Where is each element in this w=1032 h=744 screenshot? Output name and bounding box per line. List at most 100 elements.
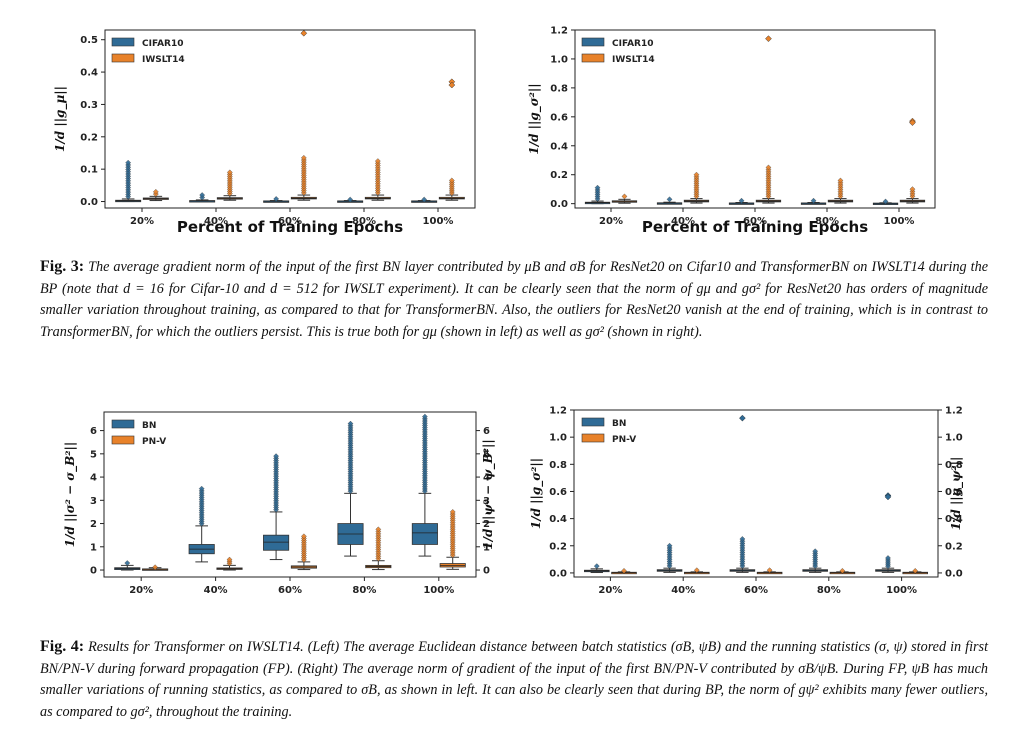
fig4-caption-text: Results for Transformer on IWSLT14. (Lef… (40, 639, 989, 720)
x-tick-label: 40% (671, 585, 695, 596)
outlier-point-extreme (765, 35, 772, 43)
outlier-point (885, 555, 891, 561)
outlier-point (300, 154, 307, 161)
outlier-point (912, 568, 919, 574)
outlier-point (766, 567, 773, 574)
x-tick-label: 60% (278, 585, 302, 596)
outlier-point-extreme (909, 119, 916, 126)
box-body (411, 523, 438, 545)
x-tick-label: 80% (815, 216, 839, 227)
box-bn-40pct (656, 542, 683, 573)
outlier-point (152, 564, 158, 571)
y-tick-label-right: 0.2 (945, 541, 963, 552)
y-tick-label: 0.2 (549, 541, 567, 552)
y-tick-label: 0.0 (550, 199, 568, 210)
box-iwslt14-40pct (216, 169, 243, 201)
y-tick-label: 1.2 (550, 26, 568, 37)
x-tick-label: 20% (130, 216, 154, 227)
y-tick-label-right: 1 (483, 542, 490, 553)
outlier-point (198, 485, 205, 492)
box-cifar10-80pct (800, 197, 827, 205)
outlier-point (666, 542, 673, 549)
y-tick-label-right: 2 (483, 519, 490, 530)
x-axis-label: Percent of Training Epochs (177, 218, 403, 236)
outlier-point (273, 196, 280, 202)
box-bn-100pct (875, 492, 901, 573)
x-tick-label: 20% (599, 216, 623, 227)
box-cifar10-60pct (728, 197, 755, 205)
outlier-point (226, 556, 233, 563)
box-cifar10-40pct (656, 196, 683, 205)
outlier-point-extreme (884, 493, 892, 501)
outlier-point (621, 568, 627, 574)
outlier-point (693, 567, 700, 574)
box-cifar10-20pct (584, 184, 611, 205)
y-tick-label: 0.8 (550, 83, 568, 94)
x-tick-label: 100% (884, 216, 915, 227)
x-tick-label: 60% (743, 216, 767, 227)
outlier-point (124, 560, 131, 566)
legend-swatch-bn (581, 417, 605, 427)
outlier-point (199, 192, 206, 198)
fig3-label: Fig. 3: (40, 258, 85, 275)
outlier-point (812, 548, 819, 555)
y-tick-label: 0.8 (549, 460, 567, 471)
box-iwslt14-20pct (611, 193, 638, 204)
x-tick-label: 100% (886, 585, 917, 596)
fig4-right-chart: 0.0 0.0 0.2 0.2 0.4 0.4 0.6 0.6 0.8 0.8 1.0 1.0 1.2 1… (510, 400, 980, 610)
outlier-point (152, 188, 159, 195)
box-pn-v-100pct (902, 568, 928, 575)
y-tick-label-right: 0 (483, 566, 490, 577)
box-bn-100pct (411, 413, 438, 557)
legend-label-cifar10: CIFAR10 (612, 39, 654, 49)
box-iwslt14-80pct (827, 177, 854, 204)
y-tick-label-right: 4 (483, 473, 490, 484)
fig4-caption: Fig. 4: Results for Transformer on IWSLT… (40, 636, 988, 723)
outlier-point (594, 184, 601, 191)
x-tick-label: 80% (817, 585, 841, 596)
fig3-left-chart: 0.0 0.1 0.2 0.3 0.4 0.5 20% 40% 60% 80% 100% CIFAR1… (40, 18, 480, 238)
outlier-point-extreme (448, 81, 456, 89)
y-tick-label-right: 1.2 (945, 406, 963, 417)
outlier-point (739, 536, 746, 542)
y-tick-label: 6 (90, 426, 97, 437)
box-pn-v-60pct (756, 567, 783, 575)
y-tick-label: 0.4 (80, 68, 98, 79)
y-tick-label: 1.0 (550, 54, 568, 65)
y-tick-label: 0.1 (80, 165, 98, 176)
y-tick-label: 2 (90, 519, 97, 530)
x-tick-label: 20% (598, 585, 622, 596)
outlier-point (693, 171, 700, 178)
box-cifar10-80pct (337, 196, 364, 203)
y-tick-label: 0 (90, 566, 97, 577)
fig4-left-svg: 0 0 1 1 2 2 3 3 4 4 5 5 6 6 20% 40% 60% 80% 100% BN PN-V 1/d … (63, 411, 496, 596)
y-tick-label-right: 1.0 (945, 433, 963, 444)
fig3-caption-text: The average gradient norm of the input o… (40, 259, 989, 340)
y-tick-label: 0.4 (549, 514, 567, 525)
y-axis-label: 1/d ||σ² − σ_B²|| (63, 442, 78, 548)
y-axis-label: 1/d ||g_σ²|| (527, 83, 542, 154)
box-iwslt14-60pct (290, 29, 317, 201)
outlier-point (347, 420, 354, 427)
y-tick-label: 1.0 (549, 433, 567, 444)
box-pn-v-60pct (290, 533, 317, 571)
outlier-point (810, 197, 817, 204)
outlier-point (909, 186, 916, 193)
outlier-point (273, 453, 279, 460)
box-iwslt14-100pct (438, 78, 465, 201)
outlier-point (448, 177, 455, 184)
box-pn-v-20pct (611, 568, 637, 575)
x-tick-label: 80% (352, 216, 376, 227)
y-tick-label: 1.2 (549, 406, 567, 417)
outlier-point (301, 533, 307, 540)
outlier-point (375, 526, 382, 533)
y-tick-label: 0.6 (550, 112, 568, 123)
legend-swatch-pn-v (581, 433, 605, 443)
y-axis-label-right: 1/d ||g_ψ²|| (949, 457, 964, 531)
outlier-point (347, 196, 354, 203)
legend-swatch-pn-v (111, 435, 135, 445)
y-tick-label: 5 (90, 449, 97, 460)
fig4-label: Fig. 4: (40, 638, 85, 655)
fig4-right-svg: 0.0 0.0 0.2 0.2 0.4 0.4 0.6 0.6 0.8 0.8 1.0 1.0 1.2 1… (529, 406, 964, 597)
y-tick-label: 0.0 (549, 568, 567, 579)
